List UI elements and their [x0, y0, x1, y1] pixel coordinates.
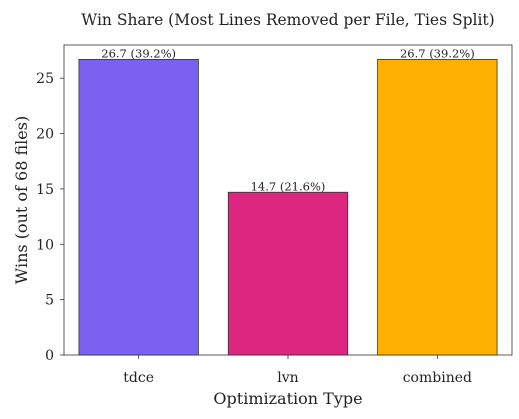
bar-data-label: 14.7 (21.6%) — [251, 179, 326, 193]
x-axis: tdce lvn combined — [123, 355, 472, 386]
y-tick-label: 5 — [45, 293, 54, 309]
chart-title: Win Share (Most Lines Removed per File, … — [81, 11, 494, 29]
y-tick-label: 20 — [36, 127, 54, 143]
bar-data-label: 26.7 (39.2%) — [101, 46, 176, 60]
x-axis-label: Optimization Type — [213, 389, 362, 408]
x-tick-label: lvn — [277, 370, 298, 386]
bar-combined — [377, 58, 498, 356]
y-axis: 0 5 10 15 20 25 — [36, 71, 64, 364]
bar-tdce — [78, 58, 199, 356]
y-tick-label: 15 — [36, 182, 54, 198]
x-tick-label: tdce — [123, 370, 154, 386]
y-tick-label: 10 — [36, 237, 54, 253]
y-axis-label: Wins (out of 68 files) — [12, 116, 31, 284]
bar-data-label: 26.7 (39.2%) — [400, 46, 475, 60]
x-tick-label: combined — [403, 370, 472, 386]
bar-lvn — [227, 191, 349, 356]
y-tick-label: 0 — [45, 348, 54, 364]
y-tick-label: 25 — [36, 71, 54, 87]
bars-group: 26.7 (39.2%) 14.7 (21.6%) 26.7 (39.2%) — [78, 46, 498, 356]
